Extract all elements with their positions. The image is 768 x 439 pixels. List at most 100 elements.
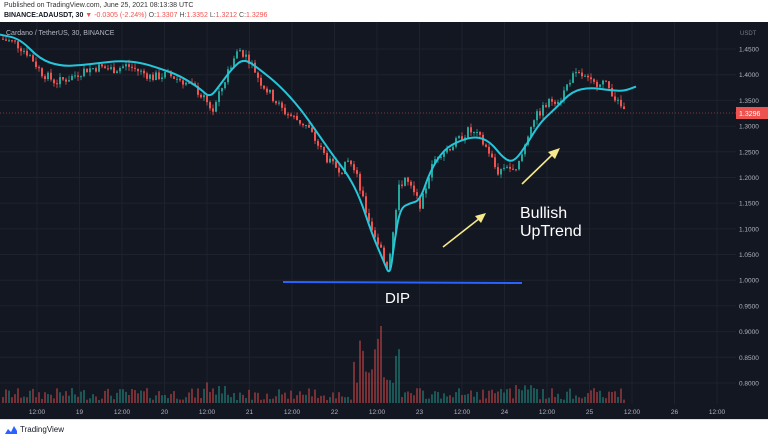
volume-bar [554,397,556,403]
volume-bar [413,395,415,403]
candle-body [179,78,181,81]
price-tick-label: 1.3000 [739,124,759,131]
time-tick-label: 24 [501,409,509,416]
candle-body [185,82,187,85]
price-chart[interactable]: DIP Bullish UpTrend 1.45001.40001.35001.… [0,22,768,419]
candle-body [302,123,304,126]
volume-bar [386,379,388,403]
volume-bar [41,398,43,403]
candle-body [74,75,76,77]
candle-body [257,72,259,78]
time-scale[interactable] [0,404,736,419]
volume-bar [539,399,541,403]
volume-bar [356,382,358,403]
volume-bar [500,388,502,403]
volume-bar [557,393,559,403]
candle-body [23,50,25,52]
volume-bar [239,392,241,403]
candle-body [386,261,388,269]
volume-bar [515,385,517,403]
volume-bar [161,395,163,403]
volume-bar [590,390,592,403]
candle-body [233,58,235,68]
volume-bar [38,392,40,403]
volume-bar [95,396,97,403]
volume-bar [314,389,316,403]
volume-bar [50,394,52,403]
volume-bar [80,391,82,403]
candle-body [614,96,616,101]
volume-bar [572,398,574,403]
volume-bar [371,369,373,403]
candle-body [488,146,490,154]
candle-body [599,84,601,87]
volume-bar [374,349,376,403]
candle-body [254,62,256,73]
volume-bar [71,388,73,403]
volume-bar [332,392,334,403]
volume-bar [506,389,508,403]
time-tick-label: 21 [246,409,254,416]
volume-bar [167,398,169,403]
volume-bar [215,394,217,403]
volume-bar [347,396,349,403]
volume-bar [452,397,454,403]
candle-body [269,89,271,93]
candle-body [125,64,127,67]
time-tick-label: 12:00 [709,409,726,416]
volume-bar [533,388,535,403]
volume-bar [212,388,214,403]
time-tick-labels: 12:00 19 12:00 20 12:00 21 12:00 22 12:00 23 12:00… [29,409,726,416]
volume-bar [101,398,103,403]
candle-body [509,166,511,169]
volume-bar [203,388,205,403]
volume-bar [362,350,364,403]
volume-bar [14,394,16,403]
volume-bar [359,340,361,403]
volume-bar [521,390,523,403]
volume-bar [86,399,88,403]
volume-bar [602,397,604,403]
time-tick-label: 19 [76,409,84,416]
volume-bar [587,393,589,403]
time-tick-label: 20 [161,409,169,416]
volume-bar [350,399,352,403]
candle-body [539,111,541,116]
candle-body [323,146,325,153]
candle-body [149,74,151,79]
candle-body [374,230,376,238]
current-price-label: 1.3296 [739,111,761,118]
volume-bar [23,396,25,403]
candle-body [548,98,550,107]
symbol-label: BINANCE:ADAUSDT, 30 [4,12,84,19]
candle-body [137,68,139,72]
candle-body [14,40,16,42]
grid [0,22,736,404]
candle-body [182,80,184,85]
candle-body [473,132,475,134]
volume-bar [200,398,202,403]
volume-bar [422,390,424,403]
price-scale[interactable] [736,22,768,419]
candle-body [293,115,295,117]
candle-body [329,158,331,163]
ohlc-line: BINANCE:ADAUSDT, 30 ▼ -0.0305 (-2.24%) O… [4,12,267,19]
chart-canvas[interactable]: DIP Bullish UpTrend 1.4500 1.4000 1.3500 1.… [0,22,768,419]
volume-bar [257,392,259,403]
candle-body [587,75,589,78]
volume-bar [488,390,490,403]
candle-body [602,80,604,85]
volume-bar [140,390,142,403]
volume-bar [68,395,70,403]
candle-body [2,38,4,40]
volume-bar [335,398,337,403]
candle-body [134,67,136,69]
volume-bar [542,389,544,403]
candle-body [398,184,400,211]
volume-bar [476,391,478,403]
footer: TradingView [0,419,768,439]
candle-body [281,102,283,108]
volume-bar [56,388,58,403]
volume-bar [440,398,442,403]
volume-bar [2,397,4,403]
